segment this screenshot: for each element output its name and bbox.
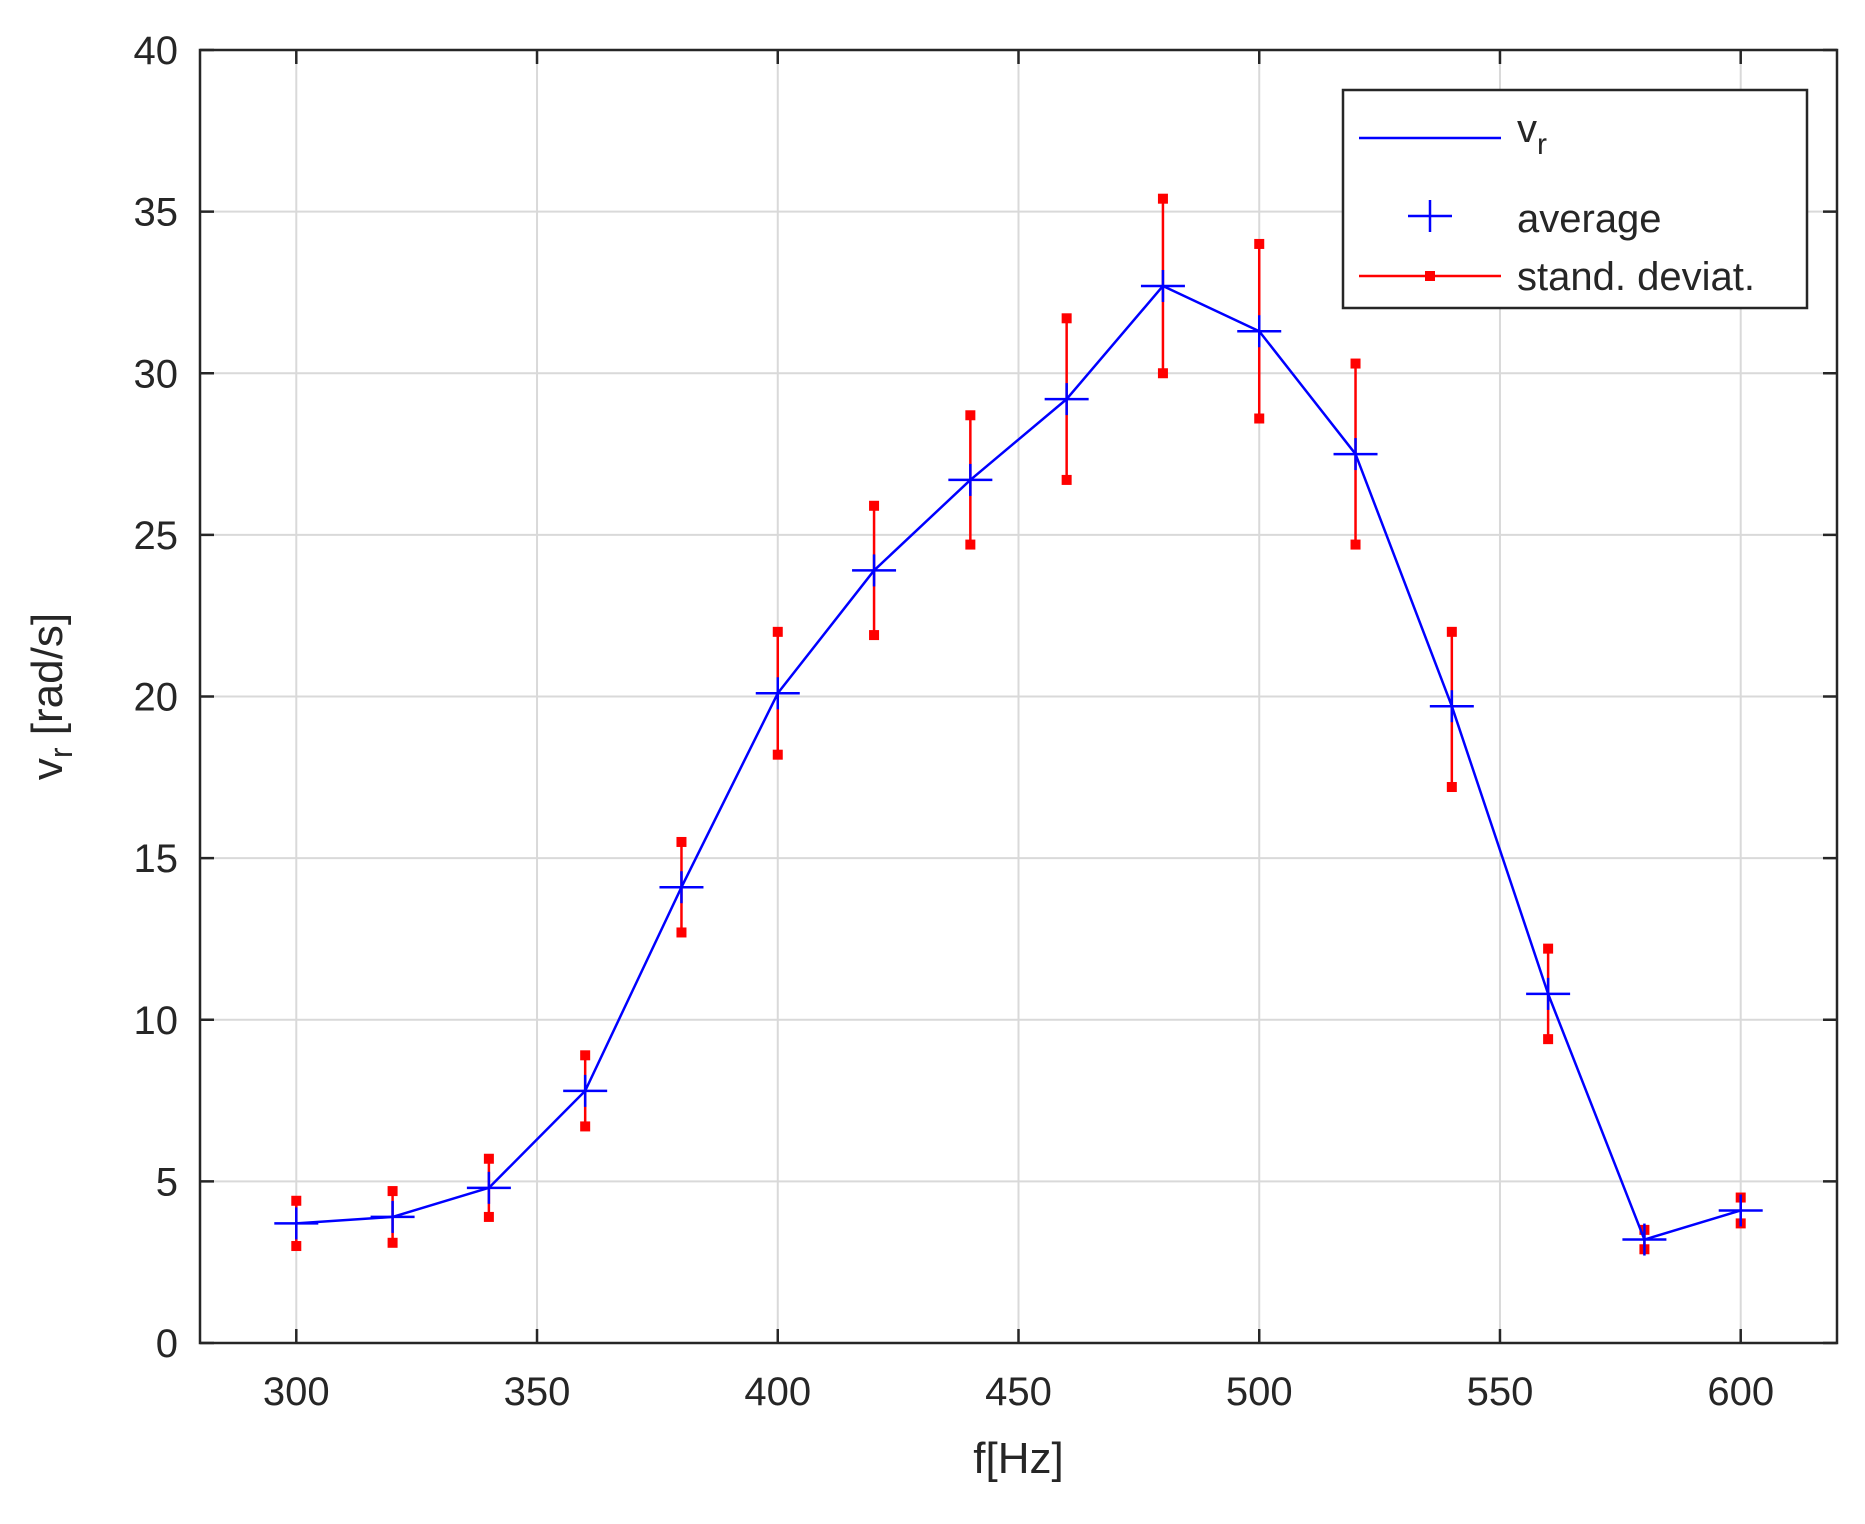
legend-error-marker (1425, 271, 1435, 281)
average-marker (948, 463, 993, 496)
average-marker (1526, 977, 1571, 1010)
legend-label-average: average (1517, 197, 1662, 241)
average-marker (1333, 438, 1378, 471)
y-tick-label: 35 (134, 191, 179, 235)
y-axis-label-sub: r (43, 747, 79, 758)
average-marker (274, 1207, 319, 1240)
error-bar-lower-cap (580, 1121, 591, 1132)
error-bar-lower-cap (676, 927, 687, 938)
error-bar-upper-cap (1350, 358, 1361, 369)
y-tick-label: 10 (134, 999, 179, 1043)
error-bar-lower-cap (1350, 539, 1361, 550)
average-marker (1718, 1194, 1763, 1227)
error-bar-upper-cap (1157, 193, 1168, 204)
legend-entry-average: average (1408, 197, 1662, 241)
average-marker (1429, 690, 1474, 723)
y-tick-label: 20 (134, 676, 179, 720)
x-tick-label: 300 (263, 1370, 330, 1414)
error-bar-upper-cap (869, 500, 880, 511)
error-bars (291, 193, 1746, 1255)
legend-label-vr-sub: r (1537, 128, 1547, 161)
legend-plus-marker (1408, 200, 1452, 232)
error-bar-lower-cap (1157, 368, 1168, 379)
x-tick-label: 550 (1467, 1370, 1534, 1414)
legend-label-vr-base: v (1517, 107, 1537, 151)
error-bar-lower-cap (965, 539, 976, 550)
error-bar-upper-cap (1543, 943, 1554, 954)
y-tick-label: 15 (134, 837, 179, 881)
legend-entry-vr: vr (1359, 107, 1547, 161)
error-bar-lower-cap (772, 749, 783, 760)
legend-label-vr: vr (1517, 107, 1547, 161)
y-tick-label: 40 (134, 29, 179, 73)
error-bar-lower-cap (1254, 413, 1265, 424)
x-tick-label: 450 (985, 1370, 1052, 1414)
average-marker (1140, 269, 1185, 302)
x-axis-label: f[Hz] (973, 1434, 1063, 1483)
y-tick-label: 25 (134, 514, 179, 558)
average-marker (563, 1074, 608, 1107)
error-bar-upper-cap (580, 1050, 591, 1061)
error-bar-lower-cap (387, 1237, 398, 1248)
series-line (296, 284, 1742, 1241)
error-bar-upper-cap (1254, 238, 1265, 249)
x-tick-label: 350 (504, 1370, 571, 1414)
error-bar-upper-cap (1061, 313, 1072, 324)
error-bar-upper-cap (772, 626, 783, 637)
error-bar-upper-cap (676, 836, 687, 847)
y-axis-label-rest: [rad/s] (23, 613, 72, 748)
average-marker (1622, 1223, 1667, 1256)
series-line-vr (296, 284, 1742, 1241)
average-marker (466, 1171, 511, 1204)
average-marker (1044, 383, 1089, 416)
error-bar-lower-cap (1446, 782, 1457, 793)
y-tick-label: 5 (156, 1160, 178, 1204)
error-bar-lower-cap (1543, 1034, 1554, 1045)
average-markers (274, 269, 1763, 1256)
y-tick-label: 0 (156, 1322, 178, 1366)
average-marker (852, 554, 897, 587)
x-tick-label: 500 (1226, 1370, 1293, 1414)
x-tick-label: 600 (1707, 1370, 1774, 1414)
y-tick-label: 30 (134, 352, 179, 396)
legend-plus (1408, 200, 1452, 232)
error-bar-upper-cap (965, 410, 976, 421)
average-marker (1237, 315, 1282, 348)
error-bar-lower-cap (869, 630, 880, 641)
average-marker (755, 677, 800, 710)
average-marker (659, 871, 704, 904)
error-bar-upper-cap (483, 1153, 494, 1164)
error-bar-lower-cap (483, 1211, 494, 1222)
legend-box (1341, 88, 1809, 310)
error-bar-upper-cap (1446, 626, 1457, 637)
error-bar-upper-cap (387, 1186, 398, 1197)
x-tick-label: 400 (744, 1370, 811, 1414)
ticks: 300 350 400 450 500 550 600 0 5 10 15 20 25 30 35 40 (134, 29, 1837, 1414)
legend: vr average stand. deviat. (1341, 88, 1809, 310)
legend-label-stand-deviat: stand. deviat. (1517, 255, 1755, 299)
y-axis-label: vr [rad/s] (23, 613, 79, 780)
legend-errorbar-swatch (1359, 271, 1501, 281)
error-bar-lower-cap (291, 1241, 302, 1252)
average-marker (370, 1200, 415, 1233)
y-axis-label-base: v (23, 758, 72, 780)
error-bar-upper-cap (291, 1195, 302, 1206)
error-bar-lower-cap (1061, 474, 1072, 485)
legend-entry-stand-deviat: stand. deviat. (1359, 255, 1755, 299)
